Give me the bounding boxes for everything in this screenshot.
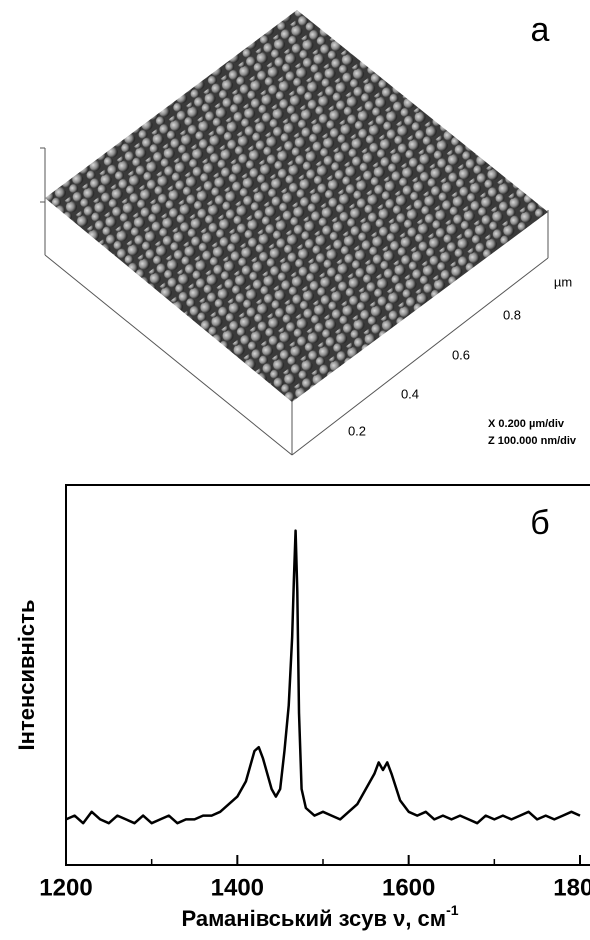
axis-tick-label: 0.8: [503, 307, 521, 322]
x-axis-label-sup: -1: [446, 902, 459, 918]
x-tick-label: 1200: [39, 874, 92, 901]
x-tick-label: 1800: [553, 874, 590, 901]
x-axis-label-text: Раманівський зсув ν, см: [181, 906, 446, 931]
y-axis: [44, 254, 293, 456]
plot-frame: [65, 484, 590, 866]
x-tick-label: 1400: [211, 874, 264, 901]
spectrum-line: [65, 529, 581, 825]
axis-unit: µm: [554, 274, 572, 289]
afm-panel: [40, 147, 549, 456]
y-axis-label: Інтенсивність: [14, 600, 39, 751]
panel-label: б: [530, 504, 549, 542]
axis-tick-label: 0.2: [348, 423, 366, 438]
x-axis: [291, 257, 549, 456]
axis-tick-label: 0.4: [401, 386, 419, 401]
panel-label: а: [531, 11, 550, 49]
x-tick-label: 1600: [382, 874, 435, 901]
x-axis-label: Раманівський зсув ν, см-1: [181, 902, 458, 931]
scale-note: Z 100.000 nm/div: [488, 435, 577, 447]
scale-note: X 0.200 µm/div: [488, 418, 565, 430]
axis-tick-label: 0.6: [452, 347, 470, 362]
afm-surface: [45, 10, 548, 402]
